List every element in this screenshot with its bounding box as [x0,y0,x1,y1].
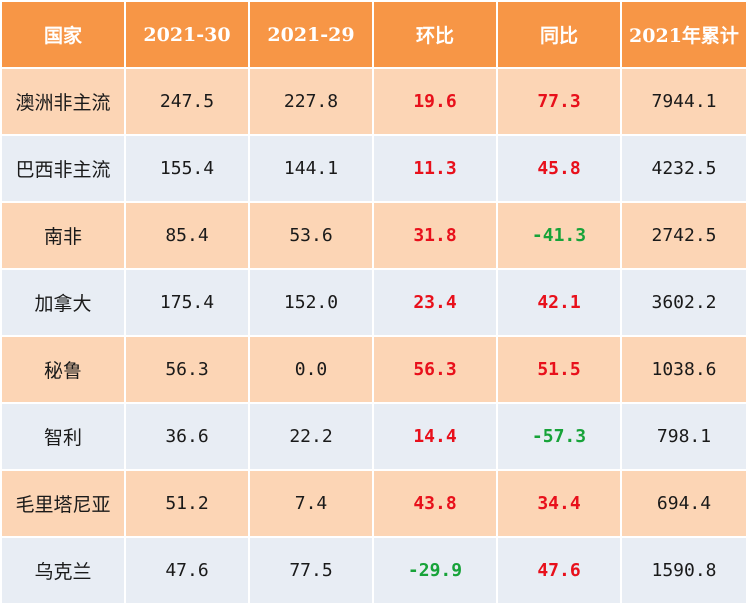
wow-cell: -29.9 [372,536,498,605]
wow-cell: 56.3 [372,335,498,404]
table-row: 加拿大 175.4 152.0 23.4 42.1 3602.2 [0,268,746,337]
table-row: 澳洲非主流 247.5 227.8 19.6 77.3 7944.1 [0,67,746,136]
table-row: 南非 85.4 53.6 31.8 -41.3 2742.5 [0,201,746,270]
week-30-cell: 56.3 [124,335,250,404]
wow-cell: 14.4 [372,402,498,471]
week-29-cell: 7.4 [248,469,374,538]
week-30-cell: 85.4 [124,201,250,270]
header-row: 国家 2021-30 2021-29 环比 同比 2021年累计 [0,0,746,69]
ytd-cell: 798.1 [620,402,746,471]
header-week-30: 2021-30 [124,0,250,69]
week-29-cell: 53.6 [248,201,374,270]
yoy-cell: 45.8 [496,134,622,203]
yoy-cell: 51.5 [496,335,622,404]
wow-cell: 23.4 [372,268,498,337]
yoy-cell: 42.1 [496,268,622,337]
week-30-cell: 175.4 [124,268,250,337]
wow-cell: 19.6 [372,67,498,136]
country-cell: 南非 [0,201,126,270]
ytd-cell: 4232.5 [620,134,746,203]
table-row: 秘鲁 56.3 0.0 56.3 51.5 1038.6 [0,335,746,404]
week-29-cell: 22.2 [248,402,374,471]
yoy-cell: 77.3 [496,67,622,136]
header-country: 国家 [0,0,126,69]
wow-cell: 43.8 [372,469,498,538]
yoy-cell: 34.4 [496,469,622,538]
week-29-cell: 0.0 [248,335,374,404]
table-row: 乌克兰 47.6 77.5 -29.9 47.6 1590.8 [0,536,746,605]
ytd-cell: 2742.5 [620,201,746,270]
ytd-cell: 694.4 [620,469,746,538]
country-cell: 智利 [0,402,126,471]
week-29-cell: 144.1 [248,134,374,203]
yoy-cell: -41.3 [496,201,622,270]
week-29-cell: 227.8 [248,67,374,136]
header-yoy: 同比 [496,0,622,69]
yoy-cell: -57.3 [496,402,622,471]
week-29-cell: 152.0 [248,268,374,337]
table-row: 毛里塔尼亚 51.2 7.4 43.8 34.4 694.4 [0,469,746,538]
country-cell: 巴西非主流 [0,134,126,203]
week-30-cell: 247.5 [124,67,250,136]
country-cell: 毛里塔尼亚 [0,469,126,538]
country-cell: 加拿大 [0,268,126,337]
ytd-cell: 7944.1 [620,67,746,136]
country-cell: 澳洲非主流 [0,67,126,136]
week-30-cell: 155.4 [124,134,250,203]
week-29-cell: 77.5 [248,536,374,605]
wow-cell: 31.8 [372,201,498,270]
header-wow: 环比 [372,0,498,69]
ytd-cell: 1038.6 [620,335,746,404]
week-30-cell: 36.6 [124,402,250,471]
yoy-cell: 47.6 [496,536,622,605]
wow-cell: 11.3 [372,134,498,203]
country-cell: 秘鲁 [0,335,126,404]
table-row: 智利 36.6 22.2 14.4 -57.3 798.1 [0,402,746,471]
table-row: 巴西非主流 155.4 144.1 11.3 45.8 4232.5 [0,134,746,203]
ytd-cell: 1590.8 [620,536,746,605]
week-30-cell: 51.2 [124,469,250,538]
header-ytd: 2021年累计 [620,0,746,69]
week-30-cell: 47.6 [124,536,250,605]
header-week-29: 2021-29 [248,0,374,69]
ytd-cell: 3602.2 [620,268,746,337]
country-cell: 乌克兰 [0,536,126,605]
